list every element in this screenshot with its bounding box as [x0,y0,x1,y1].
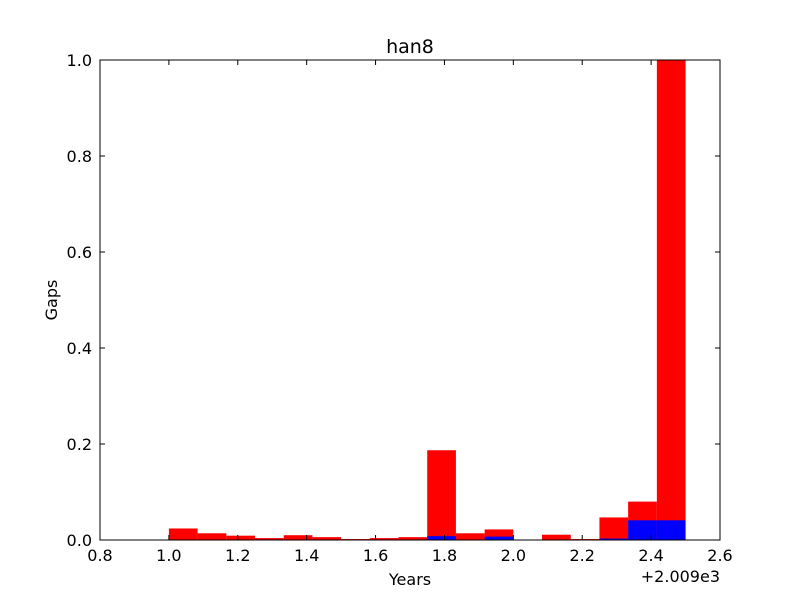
x-tick-label: 2.4 [638,546,663,565]
bar-series1-bin0 [168,528,198,540]
bar-series1-bin5 [312,537,342,540]
plot-frame [99,59,721,541]
chart-title: han8 [386,36,434,58]
bars-layer [168,60,686,540]
bar-series2-bin15 [599,538,629,540]
y-tick-label: 0.8 [67,147,92,166]
bar-series2-bin11 [484,536,514,540]
bar-series1-bin11 [484,529,514,540]
y-tick-label: 0.6 [67,243,92,262]
x-axis-ticks: 0.8 1.0 1.2 1.4 1.6 1.8 2.0 2.2 2.4 2.6 [87,60,733,565]
y-axis-label: Gaps [42,280,61,321]
x-axis-offset-label: +2.009e3 [641,567,720,586]
bar-series1-bin1 [197,533,227,540]
bar-series1-bin9 [427,450,456,540]
y-axis-ticks: 0.0 0.2 0.4 0.6 0.8 1.0 [67,51,720,550]
x-axis-label: Years [388,570,431,589]
bar-series2-bin17 [656,520,686,540]
bar-series1-bin10 [455,533,485,540]
bar-series1-bin2 [226,535,255,540]
x-tick-label: 2.6 [707,546,732,565]
x-tick-label: 1.6 [363,546,388,565]
x-tick-label: 1.4 [294,546,319,565]
y-tick-label: 1.0 [67,51,92,70]
bar-series2-bin9 [427,536,456,540]
bar-series1-bin13 [542,534,571,540]
bar-series1-bin4 [283,535,313,540]
bar-series2-bin16 [628,520,657,540]
bar-series1-bin8 [398,537,428,540]
bar-series1-bin15 [599,517,629,540]
x-tick-label: 1.0 [156,546,181,565]
y-tick-label: 0.2 [67,435,92,454]
x-tick-label: 2.0 [501,546,526,565]
bar-series1-bin17 [656,60,686,540]
bar-series1-bin7 [369,538,399,540]
bar-series1-bin3 [255,538,284,540]
y-tick-label: 0.0 [67,531,92,550]
y-tick-label: 0.4 [67,339,92,358]
x-tick-label: 1.2 [225,546,250,565]
x-tick-label: 0.8 [87,546,112,565]
x-tick-label: 1.8 [432,546,457,565]
x-tick-label: 2.2 [569,546,594,565]
